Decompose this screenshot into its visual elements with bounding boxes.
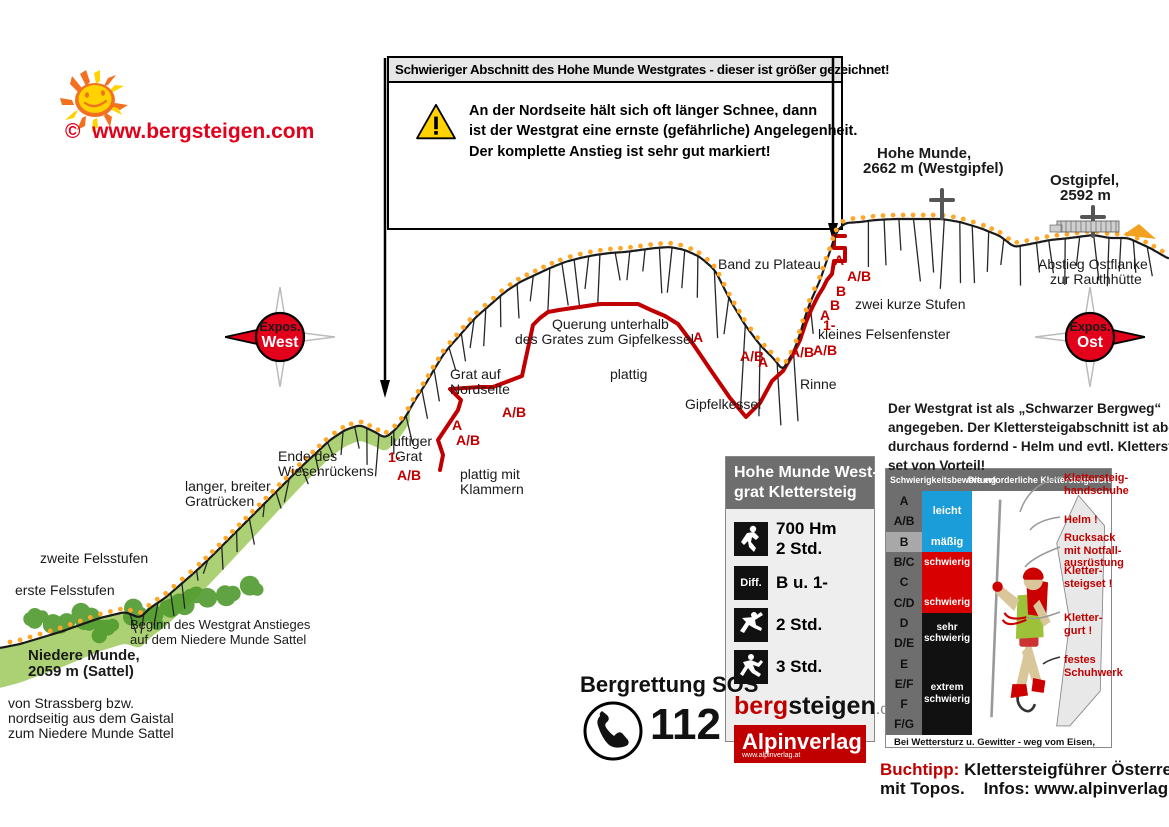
svg-text:Expos.: Expos. xyxy=(1070,320,1111,334)
svg-text:West: West xyxy=(262,334,299,351)
svg-text:Expos.: Expos. xyxy=(260,320,301,334)
svg-text:Ost: Ost xyxy=(1077,334,1103,351)
